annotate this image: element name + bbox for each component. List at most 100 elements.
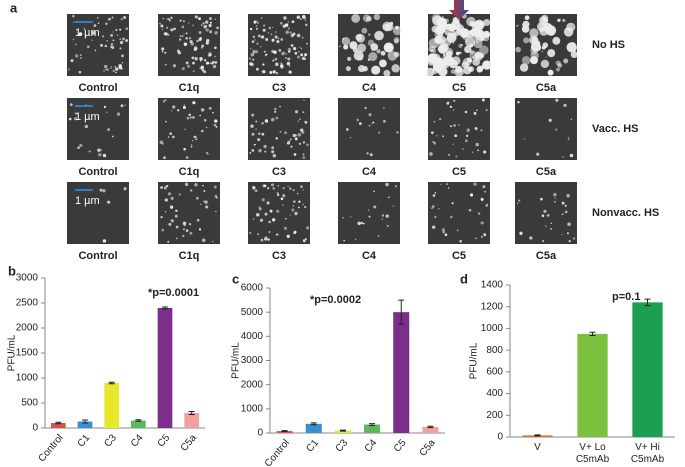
particle [272,70,276,74]
particle [271,146,275,150]
particle [529,28,539,38]
particle [255,67,259,71]
particle [433,121,436,123]
particle [209,30,213,34]
particle [250,124,254,128]
particle [250,62,254,67]
particle [100,43,104,47]
particle [547,69,554,76]
particle [283,16,287,20]
particle [473,51,484,61]
particle [543,209,547,213]
particle [254,189,257,192]
particle [264,212,268,216]
particle [187,64,190,68]
particle [281,51,285,56]
particle [368,113,372,117]
x-tick-label: C5a [179,432,200,453]
particle [110,67,112,69]
particle [173,27,176,31]
column-label: C4 [362,82,377,94]
particle [366,15,372,22]
particle [353,50,364,61]
particle [274,110,277,113]
particle [266,53,268,56]
particle [262,184,266,188]
particle [213,123,217,127]
particle [302,156,306,159]
particle [260,17,263,19]
particle [272,26,274,28]
particle [354,238,357,240]
particle [183,224,186,227]
particle [486,64,489,66]
particle [72,14,75,18]
particle [371,123,373,125]
particle [298,51,300,53]
particle [97,22,100,24]
particle [481,98,485,102]
particle [166,184,169,187]
particle [382,21,393,32]
particle [441,228,446,232]
y-tick-label: 1000 [241,403,264,414]
particle [212,240,214,243]
particle [289,214,292,216]
particle [459,51,462,55]
particle [255,25,258,27]
particle [201,69,205,72]
particle [267,32,270,34]
particle [484,62,486,65]
particle [282,204,284,206]
particle [269,70,273,74]
particle [297,206,300,209]
particle [271,49,275,54]
error-bar [398,299,405,325]
particle [257,132,261,136]
particle [443,53,446,57]
particle [297,120,299,122]
particle [545,56,547,58]
particle [170,196,174,200]
particle [266,201,270,205]
particle [106,68,109,71]
particle [569,153,574,158]
particle [563,103,567,107]
particle [284,217,287,220]
micrograph [515,182,577,244]
particle [477,212,481,215]
particle [208,17,212,21]
particle [304,17,306,19]
particle [249,231,252,235]
particle [486,61,489,64]
particle [396,131,399,134]
particle [561,201,565,205]
particle [161,50,164,53]
particle [290,44,294,47]
particle [300,47,303,50]
particle [164,210,167,213]
particle [388,54,390,56]
particle [110,33,114,37]
particle [482,34,490,42]
bar [577,333,608,437]
annotation: p=0.1 [612,291,640,303]
particle [262,70,266,74]
particle [164,51,167,54]
particle [192,70,195,73]
particle [563,27,574,37]
particle [373,190,376,193]
particle [204,200,208,204]
particle [433,141,436,145]
particle [394,185,397,188]
particle [462,148,464,150]
particle [182,234,185,238]
particle [158,22,162,25]
particle [391,64,400,73]
particle [260,46,262,48]
particle [205,28,209,32]
particle [252,49,256,54]
particle [179,35,182,37]
particle [476,65,484,73]
particle [483,19,491,27]
